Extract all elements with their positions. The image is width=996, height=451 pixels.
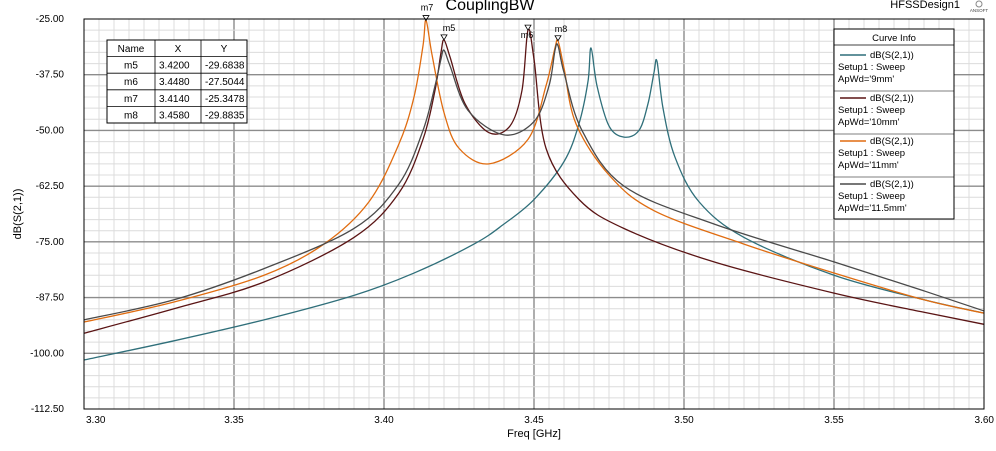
series-line-2 bbox=[83, 19, 985, 323]
marker-label: m7 bbox=[421, 3, 434, 13]
y-tick-label: -37.50 bbox=[36, 70, 65, 81]
y-tick-label: -50.00 bbox=[36, 125, 65, 136]
table-cell: 3.4140 bbox=[159, 94, 190, 105]
x-tick-label: 3.60 bbox=[975, 415, 995, 426]
marker-table: Name X Ym5 3.4200 -29.6838 m6 3.4480 -27.5044 m7… bbox=[106, 39, 248, 124]
table-header-cell: Y bbox=[221, 44, 228, 55]
legend-series-name: dB(S(2,1)) bbox=[870, 136, 914, 147]
design-name: HFSSDesign1 bbox=[890, 0, 960, 11]
x-tick-label: 3.50 bbox=[674, 415, 694, 426]
chart-title: CouplingBW bbox=[446, 0, 536, 14]
y-tick-label: -112.50 bbox=[31, 404, 65, 415]
series-line-0 bbox=[83, 47, 985, 361]
legend-setup: Setup1 : Sweep bbox=[838, 191, 905, 202]
marker-label: m5 bbox=[443, 23, 456, 33]
legend-series-name: dB(S(2,1)) bbox=[870, 93, 914, 104]
legend-param: ApWd='10mm' bbox=[838, 117, 900, 128]
y-axis-title: dB(S(2,1)) bbox=[12, 189, 24, 240]
series-line-3 bbox=[83, 43, 985, 321]
table-cell: m6 bbox=[124, 77, 138, 88]
table-cell: -25.3478 bbox=[205, 94, 245, 105]
legend-setup: Setup1 : Sweep bbox=[838, 105, 905, 116]
table-cell: -29.8835 bbox=[205, 110, 245, 121]
marker-label: m6 bbox=[521, 30, 534, 40]
table-cell: m7 bbox=[124, 94, 138, 105]
table-cell: -29.6838 bbox=[205, 61, 245, 72]
x-tick-label: 3.55 bbox=[824, 415, 844, 426]
marker-m8: m8 bbox=[554, 24, 568, 42]
x-tick-label: 3.35 bbox=[224, 415, 244, 426]
legend-setup: Setup1 : Sweep bbox=[838, 148, 905, 159]
y-tick-label: -100.00 bbox=[30, 348, 64, 359]
legend-setup: Setup1 : Sweep bbox=[838, 62, 905, 73]
svg-text:ANSOFT: ANSOFT bbox=[970, 8, 989, 13]
marker-m6: m6 bbox=[521, 24, 534, 40]
y-tick-label: -62.50 bbox=[36, 181, 65, 192]
x-tick-label: 3.40 bbox=[374, 415, 394, 426]
marker-layer: m5 m6 m7 m8 bbox=[421, 3, 568, 42]
y-tick-label: -75.00 bbox=[36, 237, 65, 248]
table-cell: 3.4480 bbox=[159, 77, 190, 88]
y-tick-label: -25.00 bbox=[36, 14, 65, 25]
legend-title: Curve Info bbox=[872, 33, 916, 44]
series-layer bbox=[83, 19, 985, 361]
marker-m5: m5 bbox=[440, 23, 456, 41]
table-cell: -27.5044 bbox=[205, 77, 245, 88]
marker-label: m8 bbox=[555, 24, 568, 34]
x-tick-label: 3.30 bbox=[86, 415, 106, 426]
ansoft-logo: ANSOFT bbox=[970, 0, 989, 13]
legend-param: ApWd='9mm' bbox=[838, 74, 894, 85]
table-header-cell: X bbox=[175, 44, 182, 55]
table-cell: m5 bbox=[124, 61, 138, 72]
table-cell: 3.4580 bbox=[159, 110, 190, 121]
legend-series-name: dB(S(2,1)) bbox=[870, 179, 914, 190]
legend-param: ApWd='11mm' bbox=[838, 160, 899, 171]
y-tick-label: -87.50 bbox=[36, 293, 65, 304]
table-cell: m8 bbox=[124, 110, 138, 121]
y-tick-labels: -25.00 -37.50 -50.00 -62.50 -75.00 -87.50 -100… bbox=[30, 14, 64, 415]
marker-m7: m7 bbox=[421, 3, 434, 22]
plot-frame bbox=[83, 18, 985, 410]
table-cell: 3.4200 bbox=[159, 61, 190, 72]
table-header-cell: Name bbox=[118, 44, 145, 55]
x-axis-title: Freq [GHz] bbox=[507, 428, 561, 440]
x-tick-labels: 3.30 3.35 3.40 3.45 3.50 3.55 3.60 bbox=[86, 415, 994, 426]
legend-param: ApWd='11.5mm' bbox=[838, 203, 907, 214]
x-tick-label: 3.45 bbox=[524, 415, 544, 426]
series-line-1 bbox=[83, 28, 985, 334]
legend-series-name: dB(S(2,1)) bbox=[870, 50, 914, 61]
